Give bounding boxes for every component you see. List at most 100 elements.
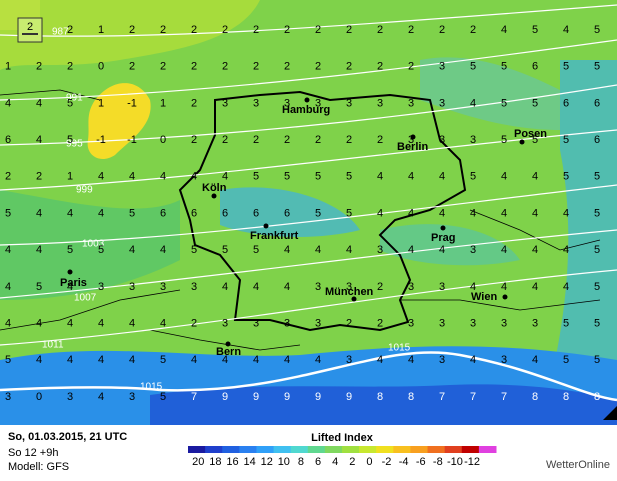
grid-value: 2 bbox=[346, 24, 352, 36]
grid-value: 8 bbox=[594, 391, 600, 403]
grid-value: 4 bbox=[470, 281, 476, 293]
grid-value: 0 bbox=[98, 61, 104, 73]
grid-value: 5 bbox=[67, 134, 73, 146]
grid-value: 4 bbox=[222, 171, 228, 183]
grid-value: 2 bbox=[377, 134, 383, 146]
grid-value: 3 bbox=[439, 354, 445, 366]
grid-value: 5 bbox=[470, 61, 476, 73]
grid-value: 9 bbox=[346, 391, 352, 403]
legend-label: 12 bbox=[261, 456, 273, 468]
grid-value: 4 bbox=[253, 281, 259, 293]
grid-value: 2 bbox=[36, 171, 42, 183]
grid-value: 1 bbox=[160, 97, 166, 109]
grid-value: 4 bbox=[284, 354, 290, 366]
grid-value: 2 bbox=[284, 61, 290, 73]
value-grid: 2 1 2 2 2 2 2 2 2 2 2 2 2 2 4 5 4 5 1 2 2 0 2 2 2 2 2 2 2 2 2 2 3 5 5 6 5 5 4 4… bbox=[5, 24, 600, 403]
grid-value: 5 bbox=[284, 171, 290, 183]
legend-label: -10 bbox=[447, 456, 463, 468]
legend-label: 0 bbox=[366, 456, 372, 468]
legend: 20 18 16 14 12 10 8 6 4 2 0 -2 -4 -6 -8 -10 -12 bbox=[188, 446, 497, 468]
grid-value: 4 bbox=[377, 354, 383, 366]
grid-value: 3 bbox=[222, 318, 228, 330]
legend-swatch bbox=[273, 446, 292, 453]
grid-value: 3 bbox=[408, 134, 414, 146]
grid-value: 2 bbox=[408, 61, 414, 73]
model-label: Modell: GFS bbox=[8, 461, 69, 473]
grid-value: 4 bbox=[408, 207, 414, 219]
legend-swatch bbox=[410, 446, 429, 453]
grid-value: 6 bbox=[594, 134, 600, 146]
run-label: So 12 +9h bbox=[8, 447, 58, 459]
grid-value: 4 bbox=[129, 354, 135, 366]
grid-value: 1 bbox=[98, 24, 104, 36]
grid-value: 4 bbox=[470, 97, 476, 109]
isobar-labels: 987 991 995 999 1003 1007 1011 1015 1015 bbox=[42, 27, 411, 393]
grid-value: 0 bbox=[160, 134, 166, 146]
date-label: So, 01.03.2015, 21 UTC bbox=[8, 431, 127, 443]
grid-value: 4 bbox=[5, 97, 11, 109]
grid-value: 7 bbox=[191, 391, 197, 403]
legend-label: 2 bbox=[349, 456, 355, 468]
grid-value: 3 bbox=[377, 244, 383, 256]
grid-value: 3 bbox=[315, 97, 321, 109]
cities: Hamburg Berlin Posen Köln Frankfurt Prag… bbox=[60, 97, 547, 358]
legend-label: 18 bbox=[209, 456, 221, 468]
grid-value: 4 bbox=[563, 207, 569, 219]
grid-value: 2 bbox=[222, 24, 228, 36]
grid-value: 3 bbox=[470, 244, 476, 256]
isobar-label: 991 bbox=[66, 93, 83, 104]
grid-value: 4 bbox=[98, 354, 104, 366]
legend-label: -6 bbox=[416, 456, 426, 468]
grid-value: 4 bbox=[563, 244, 569, 256]
grid-value: 7 bbox=[470, 391, 476, 403]
grid-value: 5 bbox=[160, 391, 166, 403]
grid-value: 5 bbox=[563, 134, 569, 146]
grid-value: 4 bbox=[532, 244, 538, 256]
city-label: Hamburg bbox=[282, 104, 330, 116]
grid-value: 4 bbox=[439, 171, 445, 183]
grid-value: 4 bbox=[563, 281, 569, 293]
legend-label: 14 bbox=[243, 456, 255, 468]
legend-label: 10 bbox=[278, 456, 290, 468]
legend-swatch bbox=[324, 446, 343, 453]
brand-label: WetterOnline bbox=[546, 459, 610, 471]
grid-value: 2 bbox=[377, 281, 383, 293]
grid-value: 4 bbox=[5, 318, 11, 330]
legend-label: 8 bbox=[298, 456, 304, 468]
grid-value: 5 bbox=[563, 171, 569, 183]
legend-swatch bbox=[239, 446, 257, 453]
legend-swatch bbox=[427, 446, 446, 453]
badge-label[interactable]: 2 bbox=[27, 21, 33, 33]
badge-box[interactable] bbox=[17, 17, 43, 43]
grid-value: 5 bbox=[563, 318, 569, 330]
grid-value: 4 bbox=[501, 207, 507, 219]
grid-value: 2 bbox=[129, 61, 135, 73]
grid-value: 4 bbox=[408, 354, 414, 366]
grid-value: 5 bbox=[594, 207, 600, 219]
grid-value: 4 bbox=[67, 354, 73, 366]
grid-value: 3 bbox=[439, 281, 445, 293]
grid-value: 3 bbox=[253, 97, 259, 109]
grid-value: 8 bbox=[377, 391, 383, 403]
grid-value: 3 bbox=[408, 281, 414, 293]
grid-value: 3 bbox=[439, 97, 445, 109]
grid-value: 4 bbox=[501, 244, 507, 256]
grid-value: 6 bbox=[284, 207, 290, 219]
grid-value: 5 bbox=[5, 207, 11, 219]
legend-swatch bbox=[256, 446, 275, 453]
grid-value: 4 bbox=[36, 97, 42, 109]
grid-value: 4 bbox=[191, 354, 197, 366]
grid-value: 3 bbox=[439, 134, 445, 146]
grid-value: 4 bbox=[36, 207, 42, 219]
grid-value: 2 bbox=[67, 24, 73, 36]
isobar-lines bbox=[0, 4, 617, 402]
grid-value: 5 bbox=[501, 134, 507, 146]
legend-swatch bbox=[461, 446, 480, 453]
legend-title: Lifted Index bbox=[311, 432, 374, 444]
grid-value: 3 bbox=[315, 281, 321, 293]
grid-value: 6 bbox=[191, 207, 197, 219]
grid-value: 3 bbox=[408, 318, 414, 330]
grid-value: 2 bbox=[222, 134, 228, 146]
grid-value: 4 bbox=[439, 244, 445, 256]
grid-value: 2 bbox=[191, 24, 197, 36]
